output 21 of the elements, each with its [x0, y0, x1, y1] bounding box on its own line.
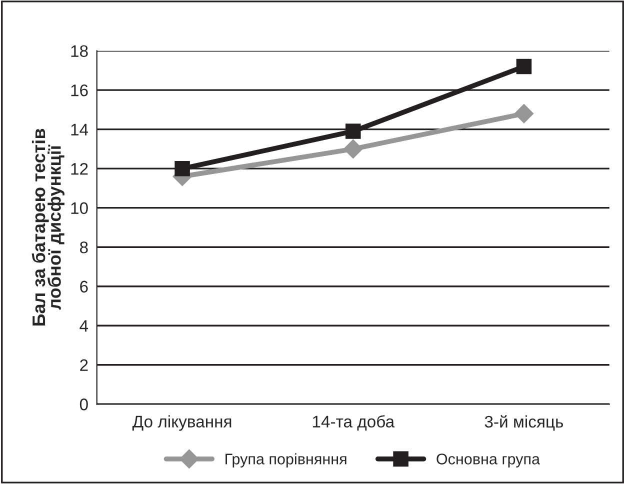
- y-axis-title: Бал за батарею тестів лобної дисфункції: [32, 128, 64, 326]
- y-tick-label: 8: [80, 242, 88, 254]
- x-tick-label: До лікування: [132, 415, 232, 431]
- y-tick-label: 18: [71, 45, 88, 58]
- y-tick-label: 16: [71, 84, 88, 96]
- point: [514, 104, 534, 124]
- x-tick-label: 14-та доба: [312, 415, 395, 431]
- point: [516, 58, 532, 74]
- legend-label: Основна група: [436, 454, 540, 468]
- y-tick-label: 10: [71, 202, 88, 214]
- y-tick-label: 2: [80, 359, 88, 371]
- x-tick-label: 3-й місяць: [484, 415, 564, 431]
- point: [345, 124, 361, 139]
- point: [174, 160, 190, 176]
- y-tick-label: 6: [80, 280, 88, 293]
- y-tick-label: 0: [80, 398, 88, 410]
- y-tick-label: 14: [71, 124, 88, 136]
- point: [344, 139, 363, 158]
- y-tick-label: 4: [80, 320, 88, 332]
- legend-label: Група порівняння: [226, 453, 346, 468]
- y-tick-label: 12: [71, 162, 88, 175]
